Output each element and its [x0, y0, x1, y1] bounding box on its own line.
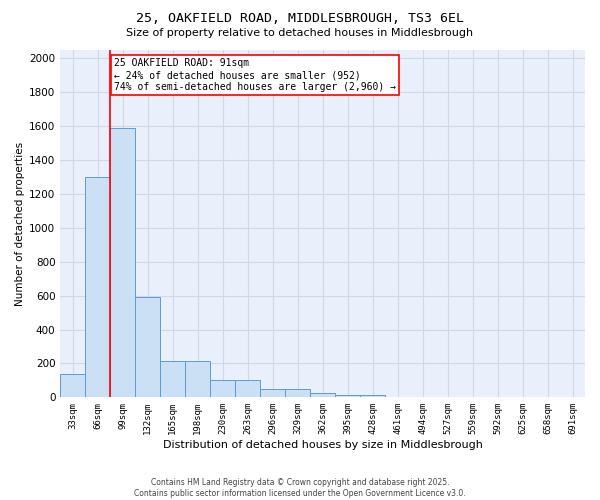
- Bar: [110, 128, 135, 398]
- Text: Size of property relative to detached houses in Middlesbrough: Size of property relative to detached ho…: [127, 28, 473, 38]
- X-axis label: Distribution of detached houses by size in Middlesbrough: Distribution of detached houses by size …: [163, 440, 482, 450]
- Bar: [135, 298, 160, 398]
- Bar: [185, 361, 210, 398]
- Bar: [160, 361, 185, 398]
- Bar: [360, 395, 385, 398]
- Text: Contains HM Land Registry data © Crown copyright and database right 2025.
Contai: Contains HM Land Registry data © Crown c…: [134, 478, 466, 498]
- Bar: [210, 380, 235, 398]
- Text: 25 OAKFIELD ROAD: 91sqm
← 24% of detached houses are smaller (952)
74% of semi-d: 25 OAKFIELD ROAD: 91sqm ← 24% of detache…: [114, 58, 396, 92]
- Bar: [335, 395, 360, 398]
- Y-axis label: Number of detached properties: Number of detached properties: [15, 142, 25, 306]
- Text: 25, OAKFIELD ROAD, MIDDLESBROUGH, TS3 6EL: 25, OAKFIELD ROAD, MIDDLESBROUGH, TS3 6E…: [136, 12, 464, 26]
- Bar: [60, 374, 85, 398]
- Bar: [260, 389, 285, 398]
- Bar: [285, 389, 310, 398]
- Bar: [235, 380, 260, 398]
- Bar: [310, 393, 335, 398]
- Bar: [85, 177, 110, 398]
